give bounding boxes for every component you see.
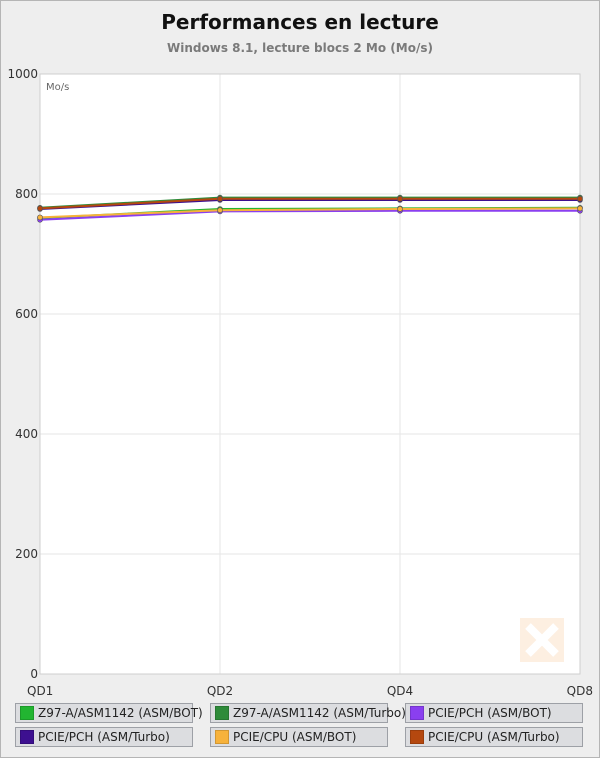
legend-label: PCIE/PCH (ASM/Turbo) (38, 730, 170, 744)
legend-swatch (215, 730, 229, 744)
legend-item[interactable]: Z97-A/ASM1142 (ASM/BOT) (15, 703, 203, 723)
x-tick-label: QD1 (27, 684, 53, 698)
legend-label: Z97-A/ASM1142 (ASM/Turbo) (233, 706, 406, 720)
y-tick-label: 400 (15, 427, 38, 441)
y-tick-label: 1000 (7, 67, 38, 81)
legend-swatch (410, 706, 424, 720)
x-tick-label: QD2 (207, 684, 233, 698)
data-point (37, 205, 43, 212)
data-point (217, 196, 223, 202)
watermark-cross (525, 623, 559, 657)
y-tick-label: 200 (15, 547, 38, 561)
data-point (217, 207, 223, 213)
legend-label: PCIE/CPU (ASM/BOT) (233, 730, 357, 744)
data-point (577, 196, 583, 202)
series-line (39, 197, 580, 210)
legend-item[interactable]: Z97-A/ASM1142 (ASM/Turbo) (210, 703, 406, 723)
series-line (39, 207, 581, 219)
legend-swatch (215, 706, 229, 720)
series-line (39, 209, 580, 221)
chart-title: Performances en lecture (161, 10, 439, 34)
plot-area (40, 74, 580, 674)
legend-label: PCIE/CPU (ASM/Turbo) (428, 730, 560, 744)
x-tick-label: QD4 (387, 684, 413, 698)
data-point (397, 196, 403, 202)
legend-label: PCIE/PCH (ASM/BOT) (428, 706, 552, 720)
data-point (397, 206, 403, 212)
chart-subtitle: Windows 8.1, lecture blocs 2 Mo (Mo/s) (167, 41, 433, 55)
y-tick-label: 0 (30, 667, 38, 681)
legend-swatch (410, 730, 424, 744)
x-tick-label: QD8 (567, 684, 593, 698)
data-point (37, 214, 43, 221)
legend-item[interactable]: PCIE/PCH (ASM/Turbo) (15, 727, 193, 747)
legend-swatch (20, 706, 34, 720)
plot-border (39, 73, 581, 675)
unit-label: Mo/s (46, 82, 69, 93)
y-tick-label: 600 (15, 307, 38, 321)
legend-item[interactable]: PCIE/PCH (ASM/BOT) (405, 703, 583, 723)
legend-item[interactable]: PCIE/CPU (ASM/Turbo) (405, 727, 583, 747)
legend-label: Z97-A/ASM1142 (ASM/BOT) (38, 706, 203, 720)
legend-item[interactable]: PCIE/CPU (ASM/BOT) (210, 727, 388, 747)
y-tick-label: 800 (15, 187, 38, 201)
data-point (577, 205, 583, 212)
legend-swatch (20, 730, 34, 744)
watermark-logo (520, 618, 564, 662)
